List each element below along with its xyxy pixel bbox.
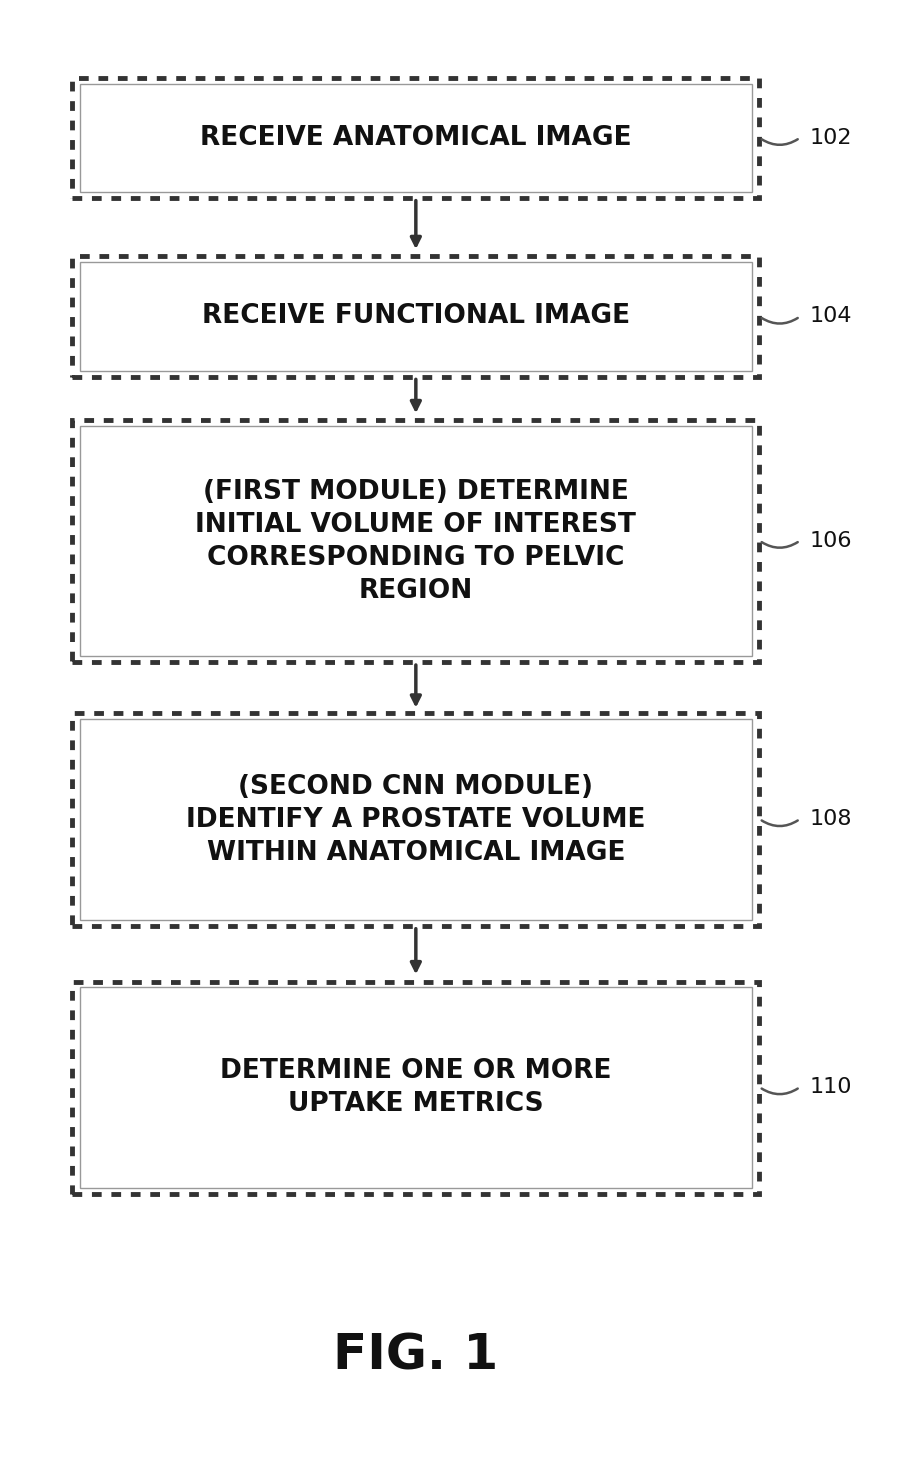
Bar: [79, 262, 751, 371]
Text: RECEIVE ANATOMICAL IMAGE: RECEIVE ANATOMICAL IMAGE: [200, 125, 631, 151]
Text: 102: 102: [808, 127, 851, 148]
Bar: [72, 78, 759, 198]
Bar: [72, 256, 759, 377]
Bar: [79, 426, 751, 656]
Text: RECEIVE FUNCTIONAL IMAGE: RECEIVE FUNCTIONAL IMAGE: [201, 303, 629, 330]
Text: 110: 110: [808, 1077, 851, 1097]
Bar: [79, 84, 751, 192]
Bar: [72, 420, 759, 662]
Text: FIG. 1: FIG. 1: [333, 1332, 498, 1379]
Text: (SECOND CNN MODULE)
IDENTIFY A PROSTATE VOLUME
WITHIN ANATOMICAL IMAGE: (SECOND CNN MODULE) IDENTIFY A PROSTATE …: [186, 774, 645, 866]
Bar: [79, 719, 751, 920]
Text: 104: 104: [808, 306, 851, 327]
Text: DETERMINE ONE OR MORE
UPTAKE METRICS: DETERMINE ONE OR MORE UPTAKE METRICS: [219, 1058, 611, 1118]
Bar: [79, 987, 751, 1188]
Text: (FIRST MODULE) DETERMINE
INITIAL VOLUME OF INTEREST
CORRESPONDING TO PELVIC
REGI: (FIRST MODULE) DETERMINE INITIAL VOLUME …: [195, 479, 636, 604]
Text: 108: 108: [808, 809, 851, 829]
Bar: [72, 713, 759, 926]
Bar: [72, 982, 759, 1194]
Text: 106: 106: [808, 530, 851, 551]
